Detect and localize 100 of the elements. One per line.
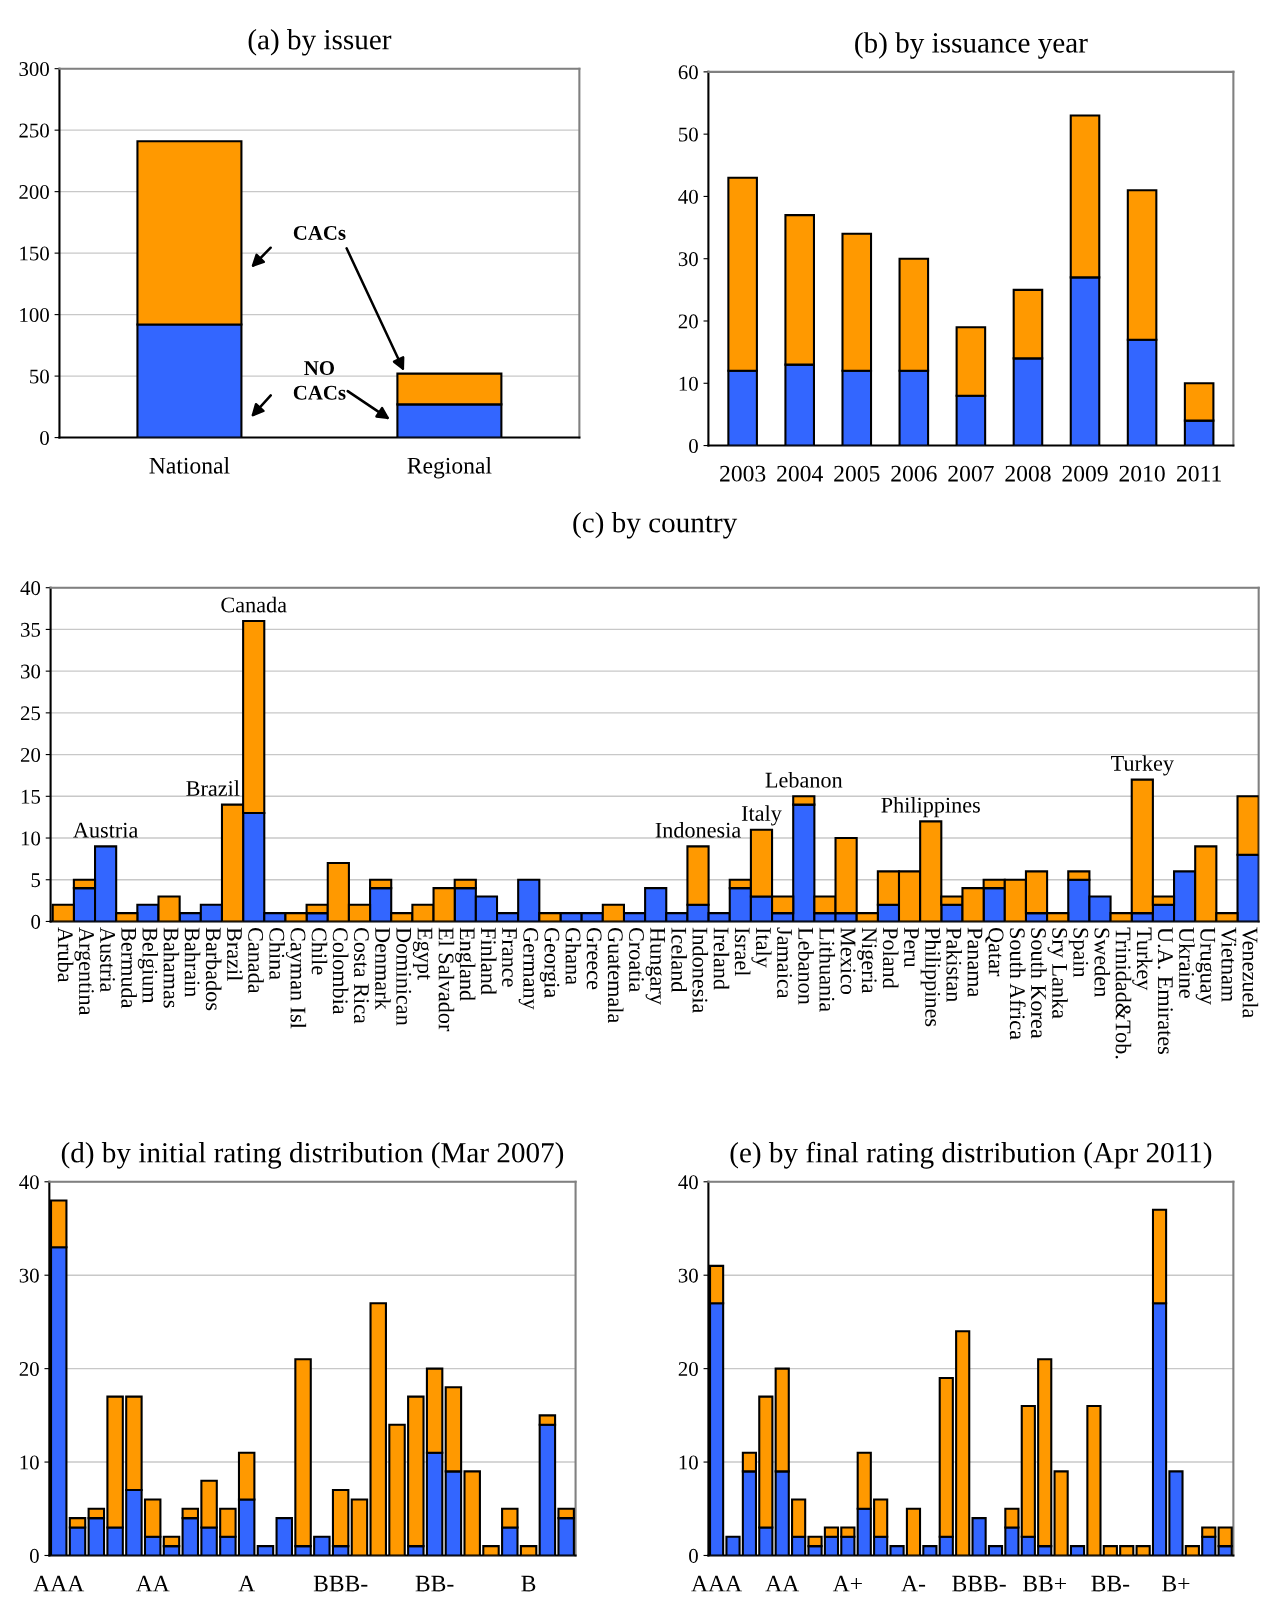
- x-tick-label: 2010: [1119, 465, 1165, 482]
- y-tick-label: 10: [21, 831, 41, 846]
- x-tick-label: Bermuda: [121, 927, 137, 1009]
- x-tick-label: Belgium: [137, 927, 159, 1004]
- x-tick-label: Lithuania: [819, 927, 836, 1012]
- x-tick-label: Colombia: [332, 927, 349, 1015]
- x-tick-label: 2003: [720, 465, 766, 482]
- x-tick-label: Indonesia: [692, 927, 709, 1014]
- annotation: Turkey: [1111, 755, 1174, 776]
- y-tick-label: 30: [678, 252, 698, 267]
- y-tick-label: 40: [678, 189, 698, 204]
- x-tick-label: Lebanon: [798, 927, 814, 1005]
- x-tick-label: Regional: [407, 457, 492, 479]
- x-tick-label: Qatar: [985, 927, 1004, 977]
- y-tick-label: 150: [20, 246, 49, 261]
- x-tick-label: Nigeria: [857, 927, 877, 994]
- y-tick-label: 0: [31, 914, 41, 929]
- x-tick-label: Austria: [100, 927, 115, 993]
- x-tick-label: Greece: [586, 927, 602, 990]
- x-tick-label: Philippines: [920, 927, 941, 1027]
- x-tick-label: U.A. Emirates: [1157, 927, 1173, 1054]
- x-tick-label: BBB-: [313, 1575, 368, 1592]
- x-tick-label: Sry Lanka: [1047, 928, 1068, 1019]
- y-tick-label: 0: [29, 1548, 39, 1563]
- x-tick-label: Canada: [248, 927, 264, 994]
- y-tick-label: 20: [678, 314, 698, 329]
- x-tick-label: Germany: [518, 927, 539, 1010]
- y-tick-label: 30: [678, 1268, 698, 1283]
- chart-title: (e) by final rating distribution (Apr 2011): [730, 1141, 1212, 1169]
- x-tick-label: Turkey: [1132, 927, 1153, 991]
- x-tick-label: Panama: [967, 927, 983, 998]
- x-tick-label: Finland: [480, 927, 497, 995]
- x-tick-label: Barbados: [205, 927, 222, 1011]
- chart-title: (d) by initial rating distribution (Mar 2007): [61, 1142, 564, 1169]
- x-tick-label: Israel: [734, 927, 751, 976]
- y-tick-label: 40: [19, 1175, 39, 1190]
- y-tick-label: 20: [19, 1362, 39, 1377]
- x-tick-label: B+: [1162, 1575, 1190, 1592]
- y-tick-label: 25: [20, 706, 41, 721]
- x-tick-label: Poland: [882, 927, 899, 989]
- annotation: Austria: [73, 822, 139, 838]
- x-tick-label: Ireland: [713, 927, 730, 990]
- annotation: Philippines: [881, 797, 980, 818]
- y-tick-label: 0: [40, 430, 49, 446]
- x-tick-label: Hungary: [645, 927, 665, 1005]
- x-tick-label: AA: [765, 1575, 800, 1592]
- x-tick-label: Croatia: [628, 927, 644, 993]
- y-tick-label: 30: [21, 664, 41, 679]
- chart-title: (c) by country: [573, 511, 738, 539]
- x-tick-label: Denmark: [375, 927, 391, 1010]
- x-tick-label: Ukraine: [1179, 927, 1195, 998]
- x-tick-label: AAA: [33, 1575, 85, 1592]
- y-tick-label: 20: [678, 1362, 698, 1377]
- x-tick-label: National: [149, 457, 230, 474]
- chart-title: (a) by issuer: [248, 28, 392, 56]
- x-tick-label: B: [521, 1575, 536, 1592]
- x-tick-label: A-: [901, 1575, 926, 1592]
- x-tick-label: Costa Rica: [353, 927, 369, 1024]
- x-tick-label: BBB-: [952, 1575, 1006, 1592]
- x-tick-label: Cayman Isl: [285, 927, 307, 1029]
- y-tick-label: 50: [30, 369, 49, 384]
- x-tick-label: Venezuela: [1242, 927, 1259, 1019]
- y-tick-label: 30: [19, 1268, 39, 1283]
- annotation: CACs: [293, 225, 346, 240]
- x-tick-label: Guatemala: [607, 927, 624, 1023]
- x-tick-label: Brazil: [226, 927, 243, 981]
- x-tick-label: Peru: [904, 927, 919, 968]
- x-tick-label: Uruguay: [1195, 927, 1216, 1005]
- x-tick-label: South Africa: [1009, 928, 1026, 1040]
- y-tick-label: 10: [20, 1455, 39, 1470]
- annotation: Lebanon: [765, 771, 843, 788]
- x-tick-label: Aruba: [57, 927, 74, 983]
- x-tick-label: Ghana: [565, 927, 582, 985]
- x-tick-label: 2011: [1177, 465, 1221, 482]
- x-tick-label: A+: [832, 1575, 862, 1592]
- x-tick-label: 2008: [1005, 465, 1051, 482]
- x-tick-label: 2009: [1062, 465, 1108, 482]
- y-tick-label: 0: [689, 438, 698, 453]
- x-tick-label: Pakistan: [946, 927, 962, 1002]
- x-tick-label: Georgia: [539, 927, 560, 998]
- y-tick-label: 20: [20, 747, 41, 763]
- x-tick-label: China: [269, 927, 285, 980]
- y-tick-label: 200: [19, 185, 49, 200]
- x-tick-label: AA: [135, 1575, 170, 1592]
- x-tick-label: BB-: [415, 1575, 454, 1592]
- x-tick-label: Jamaica: [777, 927, 793, 999]
- x-tick-label: Mexico: [840, 927, 856, 995]
- y-tick-label: 250: [19, 123, 49, 138]
- x-tick-label: AAA: [691, 1575, 743, 1592]
- x-tick-label: 2005: [834, 465, 880, 482]
- y-tick-label: 15: [21, 789, 41, 804]
- x-tick-label: BB-: [1091, 1575, 1130, 1592]
- x-tick-label: Spain: [1068, 928, 1089, 978]
- y-tick-label: 50: [679, 127, 698, 142]
- x-tick-label: Bahamas: [163, 927, 180, 1008]
- annotation: Italy: [741, 805, 782, 826]
- x-tick-label: Egypt: [412, 927, 433, 980]
- x-tick-label: Italy: [751, 927, 772, 968]
- y-tick-label: 10: [679, 1455, 698, 1470]
- x-tick-label: Vietnam: [1221, 927, 1237, 1002]
